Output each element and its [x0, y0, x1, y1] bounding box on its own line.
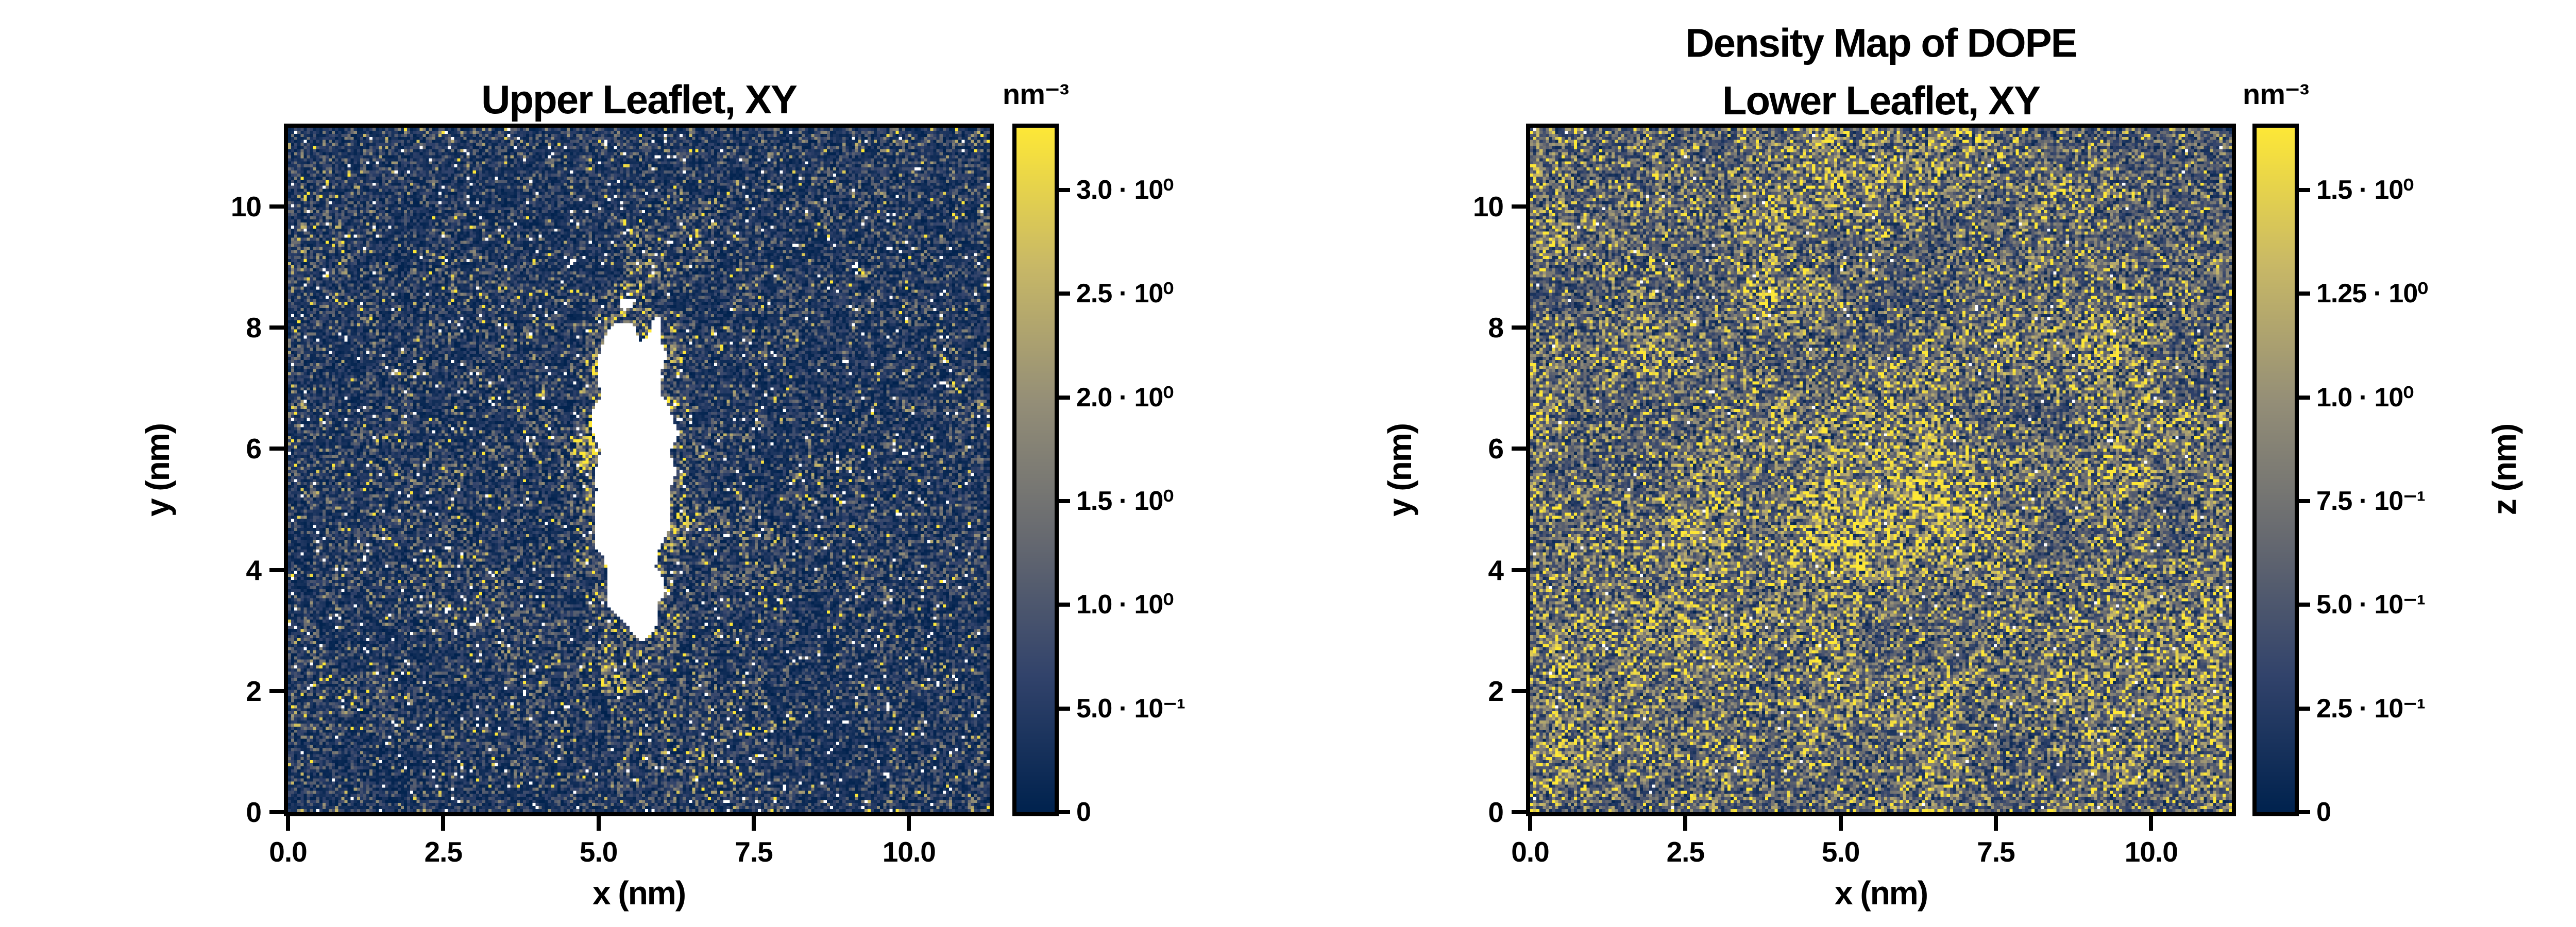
x-tick-label: 0.0 — [1511, 836, 1549, 868]
x-tick-mark — [2149, 816, 2154, 831]
x-tick-label: 5.0 — [1821, 836, 1860, 868]
x-axis-label: x (nm) — [592, 874, 686, 912]
y-tick-mark — [269, 689, 284, 693]
x-tick-label: 10.0 — [882, 836, 936, 868]
y-tick-mark — [1512, 689, 1526, 693]
x-tick-label: 0.0 — [269, 836, 307, 868]
colorbar-tick-label: 1.5 · 10⁰ — [2316, 175, 2414, 205]
y-tick-label: 2 — [1488, 675, 1504, 707]
colorbar-tick-label: 1.25 · 10⁰ — [2316, 279, 2428, 309]
y-axis-label: z (nm) — [2486, 424, 2523, 516]
y-axis-label: y (nm) — [1381, 423, 1418, 517]
colorbar — [2252, 124, 2299, 816]
colorbar-tick-label: 2.0 · 10⁰ — [1076, 382, 1174, 413]
y-tick-mark — [269, 447, 284, 451]
colorbar-tick-mark — [1059, 499, 1070, 503]
panel-title: Lower Leaflet, XY — [1722, 78, 2041, 123]
y-tick-label: 8 — [246, 312, 262, 344]
colorbar-tick-mark — [2299, 810, 2310, 814]
colorbar-tick-label: 0 — [1076, 797, 1091, 827]
x-tick-label: 5.0 — [579, 836, 618, 868]
colorbar-tick-mark — [2299, 395, 2310, 400]
colorbar-tick-label: 3.0 · 10⁰ — [1076, 175, 1174, 205]
colorbar-tick-label: 2.5 · 10⁰ — [1076, 279, 1174, 309]
colorbar-unit-label: nm⁻³ — [1002, 78, 1069, 110]
colorbar-tick-label: 1.0 · 10⁰ — [1076, 590, 1174, 620]
panel-title: Upper Leaflet, XY — [481, 77, 798, 122]
colorbar-tick-mark — [1059, 810, 1070, 814]
colorbar-tick-mark — [1059, 187, 1070, 192]
colorbar-tick-label: 1.0 · 10⁰ — [2316, 382, 2414, 413]
y-tick-mark — [1512, 810, 1526, 814]
y-tick-mark — [1512, 568, 1526, 572]
colorbar-tick-mark — [2299, 291, 2310, 296]
plot-area — [1526, 124, 2236, 816]
x-tick-mark — [1528, 816, 1532, 831]
y-tick-label: −4 — [2455, 715, 2576, 749]
colorbar-tick-mark — [2299, 603, 2310, 607]
colorbar-tick-mark — [2299, 499, 2310, 503]
y-tick-mark — [269, 568, 284, 572]
colorbar-gradient-canvas — [2257, 128, 2295, 812]
y-tick-label: 10 — [230, 190, 262, 222]
x-tick-mark — [441, 816, 446, 831]
y-tick-label: 10 — [1472, 190, 1504, 222]
colorbar-gradient-canvas — [1016, 128, 1055, 812]
y-tick-mark — [269, 204, 284, 209]
x-tick-mark — [286, 816, 290, 831]
y-tick-label: 8 — [1488, 312, 1504, 344]
colorbar-tick-label: 2.5 · 10⁻¹ — [2316, 693, 2426, 724]
y-tick-label: 2 — [2455, 306, 2576, 340]
y-tick-label: 6 — [246, 433, 262, 465]
x-tick-mark — [1838, 816, 1843, 831]
x-tick-label: 2.5 — [424, 836, 463, 868]
y-axis-label: y (nm) — [139, 423, 176, 517]
x-tick-label: 2.5 — [1666, 836, 1705, 868]
x-tick-label: 7.5 — [735, 836, 773, 868]
x-tick-mark — [1993, 816, 1998, 831]
x-tick-mark — [907, 816, 911, 831]
y-tick-label: 4 — [2455, 170, 2576, 204]
colorbar-tick-mark — [1059, 395, 1070, 400]
colorbar-tick-label: 0 — [2316, 797, 2331, 827]
lower-leaflet-heatmap-canvas — [1530, 128, 2232, 812]
colorbar — [1012, 124, 1059, 816]
plot-area — [284, 124, 994, 816]
colorbar-tick-mark — [1059, 603, 1070, 607]
colorbar-tick-label: 7.5 · 10⁻¹ — [2316, 486, 2426, 516]
upper-leaflet-heatmap-canvas — [288, 128, 990, 812]
colorbar-tick-label: 5.0 · 10⁻¹ — [1076, 693, 1185, 724]
y-tick-mark — [269, 810, 284, 814]
y-tick-label: 6 — [1488, 433, 1504, 465]
colorbar-tick-mark — [2299, 706, 2310, 711]
x-tick-mark — [596, 816, 601, 831]
colorbar-tick-label: 1.5 · 10⁰ — [1076, 486, 1174, 516]
y-tick-mark — [1512, 447, 1526, 451]
figure-suptitle: Density Map of DOPE — [1685, 20, 2077, 65]
colorbar-tick-mark — [1059, 706, 1070, 711]
y-tick-label: 0 — [2455, 442, 2576, 476]
y-tick-label: 4 — [1488, 554, 1504, 586]
y-tick-label: 2 — [246, 675, 262, 707]
x-axis-label: x (nm) — [1835, 874, 1928, 912]
x-tick-label: 7.5 — [1977, 836, 2015, 868]
x-tick-mark — [1683, 816, 1688, 831]
colorbar-tick-mark — [2299, 187, 2310, 192]
y-tick-label: 0 — [246, 796, 262, 828]
x-tick-mark — [751, 816, 756, 831]
y-tick-mark — [269, 325, 284, 330]
x-tick-label: 10.0 — [2124, 836, 2178, 868]
y-tick-mark — [1512, 325, 1526, 330]
colorbar-unit-label: nm⁻³ — [2242, 78, 2309, 110]
y-tick-label: 0 — [1488, 796, 1504, 828]
colorbar-tick-mark — [1059, 291, 1070, 296]
colorbar-tick-label: 5.0 · 10⁻¹ — [2316, 590, 2426, 620]
y-tick-label: 4 — [246, 554, 262, 586]
y-tick-label: −2 — [2455, 579, 2576, 613]
y-tick-mark — [1512, 204, 1526, 209]
